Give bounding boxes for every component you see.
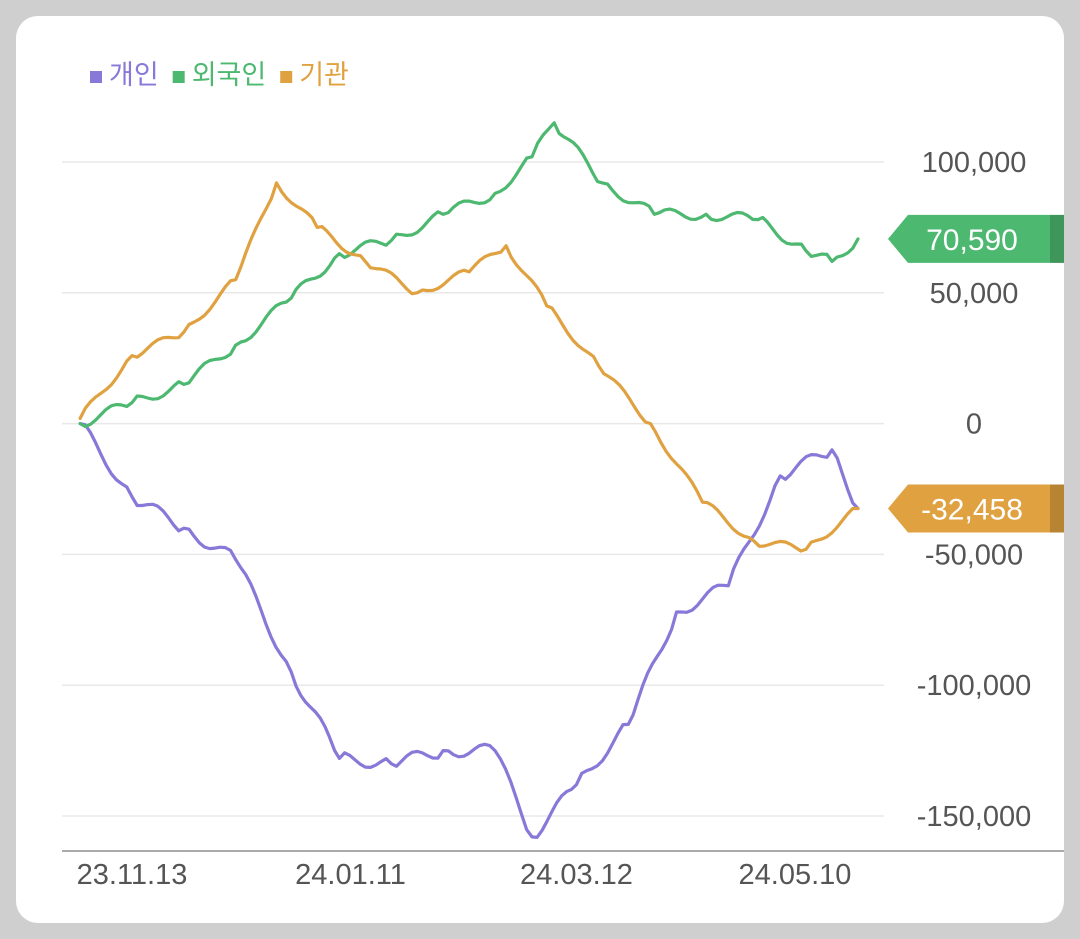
legend-label: 외국인	[192, 60, 267, 91]
x-tick-label: 24.01.11	[295, 859, 406, 891]
end-value-label: 70,590	[926, 224, 1018, 257]
y-tick-label: 100,000	[922, 147, 1027, 179]
x-tick-label: 23.11.13	[77, 859, 188, 891]
end-value-badges: 70,590 -32,458	[888, 214, 1064, 533]
series-line	[78, 422, 860, 839]
y-tick-label: -50,000	[925, 539, 1023, 571]
grid-lines	[62, 161, 884, 817]
legend-swatch	[280, 71, 293, 83]
end-value-badge: 70,590	[888, 214, 1064, 263]
end-value-badge: -32,458	[888, 484, 1064, 533]
legend-swatch	[90, 71, 102, 83]
legend: 개인 외국인 기관	[90, 60, 349, 91]
x-tick-label: 24.03.12	[520, 859, 633, 891]
series-line	[78, 181, 860, 553]
investor-flow-line-chart: 100,000 50,000 0 -50,000 -100,000 -150,000 23…	[62, 60, 1064, 891]
y-tick-label: 0	[966, 409, 982, 441]
y-tick-labels: 100,000 50,000 0 -50,000 -100,000 -150,000	[917, 147, 1032, 833]
y-tick-label: -150,000	[917, 801, 1032, 833]
legend-label: 기관	[299, 60, 349, 91]
chart-card: 100,000 50,000 0 -50,000 -100,000 -150,000 23…	[16, 16, 1064, 923]
end-value-label: -32,458	[921, 494, 1023, 527]
series-line	[78, 121, 860, 429]
x-tick-label: 24.05.10	[739, 859, 852, 891]
series-lines	[78, 121, 860, 839]
x-tick-labels: 23.11.13 24.01.11 24.03.12 24.05.10	[77, 859, 852, 891]
y-tick-label: 50,000	[930, 278, 1019, 310]
legend-label: 개인	[109, 60, 159, 91]
y-tick-label: -100,000	[917, 670, 1032, 702]
legend-swatch	[172, 71, 185, 83]
